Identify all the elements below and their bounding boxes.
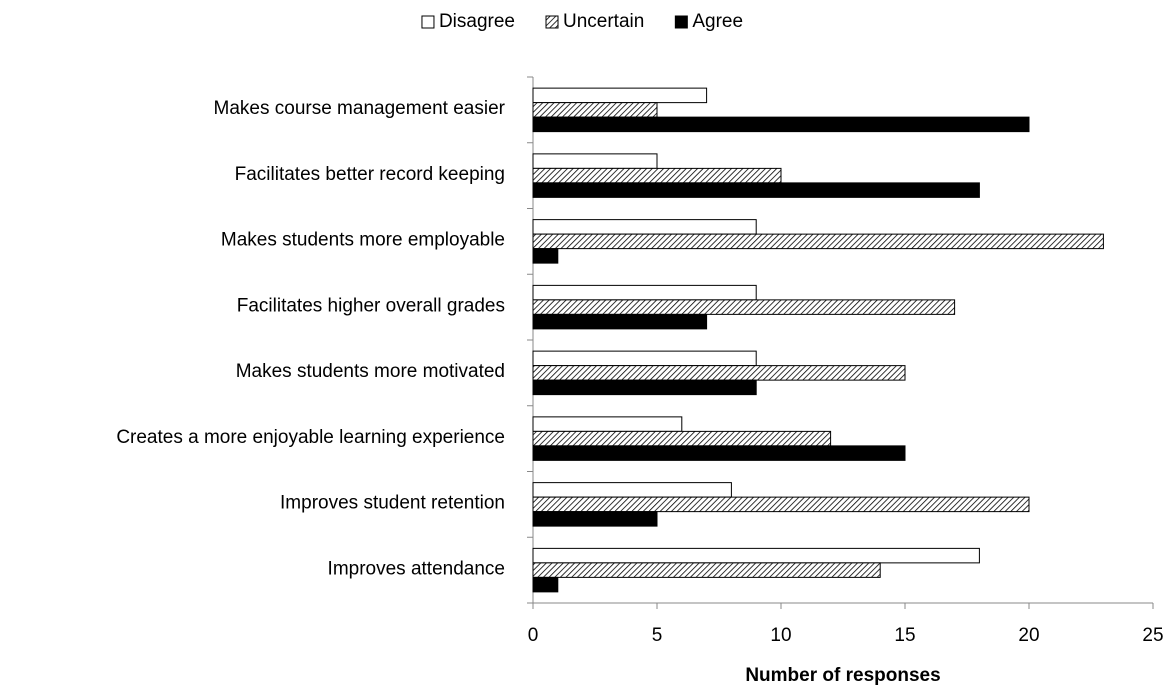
x-tick-label: 10: [770, 625, 791, 646]
bar: [532, 511, 658, 527]
legend-label: Uncertain: [563, 11, 644, 32]
bar: [532, 87, 708, 104]
x-tick-label: 15: [894, 625, 915, 646]
bar: [532, 153, 658, 169]
bar: [532, 379, 757, 396]
y-tick-label: Improves student retention: [280, 493, 505, 514]
x-tick-label: 0: [528, 625, 539, 646]
y-tick-label: Makes course management easier: [214, 98, 506, 119]
bar: [532, 219, 757, 235]
legend-swatch: [421, 15, 435, 29]
bar: [532, 299, 956, 315]
y-tick-label: Facilitates better record keeping: [235, 164, 505, 185]
bar: [532, 167, 782, 184]
bar: [532, 430, 832, 447]
x-tick-label: 5: [652, 625, 663, 646]
x-tick-label: 20: [1018, 625, 1039, 646]
bar: [532, 482, 732, 498]
bar: [532, 313, 708, 330]
bar: [532, 562, 881, 578]
legend-label: Agree: [692, 11, 743, 32]
legend-swatch: [674, 15, 688, 29]
bar: [532, 365, 906, 381]
bar: [532, 102, 658, 118]
y-tick-label: Facilitates higher overall grades: [237, 295, 505, 316]
bar: [532, 248, 559, 264]
bar: [532, 496, 1030, 513]
bar: [532, 547, 980, 564]
legend-label: Disagree: [439, 11, 515, 32]
bar: [532, 576, 559, 593]
y-tick-label: Improves attendance: [328, 558, 505, 579]
x-tick-label: 25: [1142, 625, 1163, 646]
y-tick-label: Makes students more motivated: [236, 361, 505, 382]
bar: [532, 233, 1104, 250]
bar: [532, 445, 906, 461]
y-tick-label: Creates a more enjoyable learning experi…: [116, 427, 505, 448]
y-tick-label: Makes students more employable: [221, 230, 505, 251]
bar: [532, 284, 757, 301]
bar: [532, 182, 980, 198]
bar: [532, 116, 1030, 133]
x-axis-label: Number of responses: [745, 665, 940, 686]
legend-swatch: [545, 15, 559, 29]
bar: [532, 350, 757, 367]
bar: [532, 416, 683, 432]
